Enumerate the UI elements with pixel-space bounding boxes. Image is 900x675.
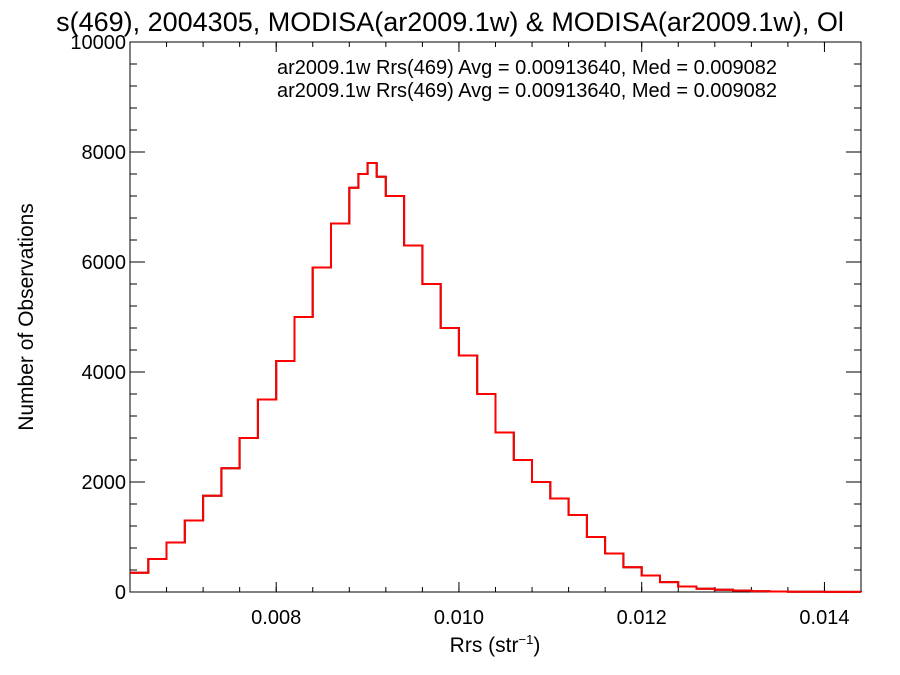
x-tick-label: 0.014 <box>799 607 849 629</box>
y-tick-label: 8000 <box>82 142 127 164</box>
y-tick-label: 2000 <box>82 472 127 494</box>
x-axis-label-main: Rrs (str <box>450 634 519 657</box>
y-tick-label: 6000 <box>82 252 127 274</box>
y-tick-label: 4000 <box>82 362 127 384</box>
annotation-1: ar2009.1w Rrs(469) Avg = 0.00913640, Med… <box>277 57 777 79</box>
x-axis-label: Rrs (str−1) <box>450 632 541 657</box>
annotation-2: ar2009.1w Rrs(469) Avg = 0.00913640, Med… <box>277 80 777 102</box>
y-axis-label: Number of Observations <box>15 203 38 431</box>
x-axis-label-suffix: ) <box>533 634 540 657</box>
x-tick-label: 0.012 <box>617 607 667 629</box>
y-tick-label: 10000 <box>70 32 126 54</box>
chart-title: s(469), 2004305, MODISA(ar2009.1w) & MOD… <box>56 7 844 37</box>
x-tick-label: 0.008 <box>251 607 301 629</box>
x-axis-label-superscript: −1 <box>519 632 534 647</box>
series-group <box>130 162 862 593</box>
x-tick-label: 0.010 <box>434 607 484 629</box>
series-2-line <box>130 162 862 593</box>
axis-ticks: 0.008 0.010 0.012 0.014 0 2000 4000 6000 8000 100… <box>70 32 862 629</box>
y-tick-label: 0 <box>115 582 126 604</box>
